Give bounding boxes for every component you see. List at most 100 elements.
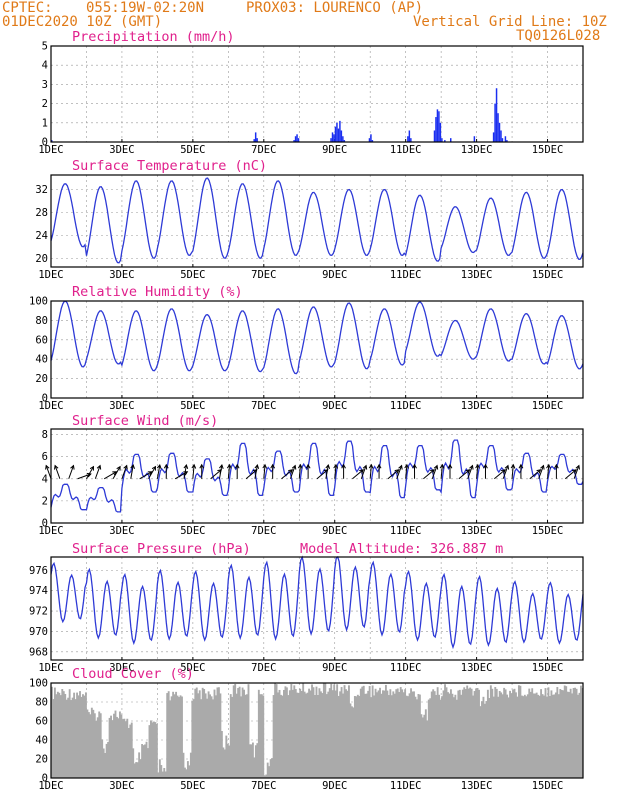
cloud-bar [186,761,189,778]
cloud-bar [113,713,115,778]
cloud-bar [441,696,444,778]
cloud-bar [368,686,371,778]
cloud-bar [343,685,346,778]
y-tick-label: 968 [29,646,48,658]
temperature-panel: Surface Temperature (nC) 20 24 28 32 1DEC 3DE… [35,158,584,281]
precip-bar [343,140,346,142]
cloud-bar [550,690,553,778]
plot-frame [50,428,584,524]
cloud-bar [476,688,479,778]
x-tick-label: 7DEC [251,269,276,281]
cloud-bar [380,693,383,778]
wind-vector-head [270,463,276,469]
wind-vector-head [469,464,474,470]
y-tick-label: 60 [35,716,48,728]
cloud-bar [229,694,232,778]
humidity-panel: Relative Humidity (%) 0 20 40 60 80 100 1DEC 3D… [29,284,584,412]
cloud-bar [209,694,211,778]
cloud-bar [309,690,312,778]
cloud-bar [129,724,132,778]
cloud-bar [319,691,322,778]
cloud-bar [274,683,277,778]
cloud-bar [569,688,572,778]
wind-vector-head [96,464,102,470]
y-tick-label: 24 [35,230,48,242]
precip-bar [333,134,335,142]
temperature-title: Surface Temperature (nC) [72,158,267,174]
wind-vector [334,464,337,479]
cloud-bar [241,687,244,778]
x-tick-label: 11DEC [390,780,422,792]
cloud-bar [188,765,191,778]
cloud-bar [408,693,411,778]
cloud-bar [418,694,421,778]
cloud-bar [107,741,110,778]
precip-bar [407,136,409,142]
wind-vector-head [89,465,95,471]
wind-vector [467,465,473,479]
cloud-bar [232,685,235,778]
wind-vector [121,465,128,479]
wind-vector-head [325,463,331,469]
wind-vector [476,464,479,479]
cloud-bar [483,703,486,778]
cloud-bar [396,688,399,778]
header-run-time: 01DEC2020 10Z (GMT) [2,14,162,30]
cloud-bar [259,694,262,778]
cloud-bar [551,694,554,778]
x-tick-label: 15DEC [532,662,564,674]
cloud-bar [413,691,415,778]
cloud-bar [182,752,185,778]
cloud-bar [538,695,541,778]
cloud-bar [51,686,53,778]
cloud-bar [155,723,158,778]
precip-bar [296,134,298,142]
x-tick-label: 11DEC [390,662,422,674]
header-coordinates: 055:19W-02:20N [86,0,204,16]
y-tick-label: 3 [42,79,48,91]
cloud-bar [250,744,253,778]
cloud-bar [82,694,84,778]
precip-bar [330,138,332,142]
cloud-bar [439,699,442,778]
cloud-bar [402,692,405,778]
cloud-bar [74,699,77,778]
wind-vector-head [433,464,439,470]
precip-bar [256,138,258,142]
wind-vector-head [368,463,374,469]
wind-vector [130,464,134,479]
cloud-bar [345,689,347,778]
wind-vector [405,464,408,479]
precip-bar [331,132,334,142]
cloud-bar [362,685,365,778]
wind-vector-head [439,463,445,469]
cloud-bar [411,691,414,778]
cloud-bar [164,771,167,778]
x-tick-label: 9DEC [322,400,347,412]
cloud-bar [515,692,517,778]
wind-vector-head [116,465,121,471]
cloud-bar [336,684,339,778]
cloud-bar [534,693,537,778]
cloud-bar [414,696,417,778]
cloud-bar [86,709,89,778]
cloud-bar [154,722,157,778]
x-tick-label: 9DEC [322,525,347,537]
model-altitude-annotation: Model Altitude: 326.887 m [300,541,503,557]
cloud-bar [481,701,483,778]
wind-vector [227,464,231,479]
cloud-bar [549,696,551,778]
cloud-bar [318,688,321,778]
wind-vector-head [518,463,524,469]
cloud-bar [68,689,71,778]
cloud-bar [485,701,488,778]
wind-vector [298,464,301,479]
wind-vector [86,466,94,480]
cloud-bar [217,687,220,778]
wind-vector [54,465,61,479]
cloud-bar [361,686,364,778]
cloud-bar [95,720,98,778]
wind-vector-head [130,463,135,469]
plot-frame [50,682,584,779]
cloud-bar [58,692,61,778]
